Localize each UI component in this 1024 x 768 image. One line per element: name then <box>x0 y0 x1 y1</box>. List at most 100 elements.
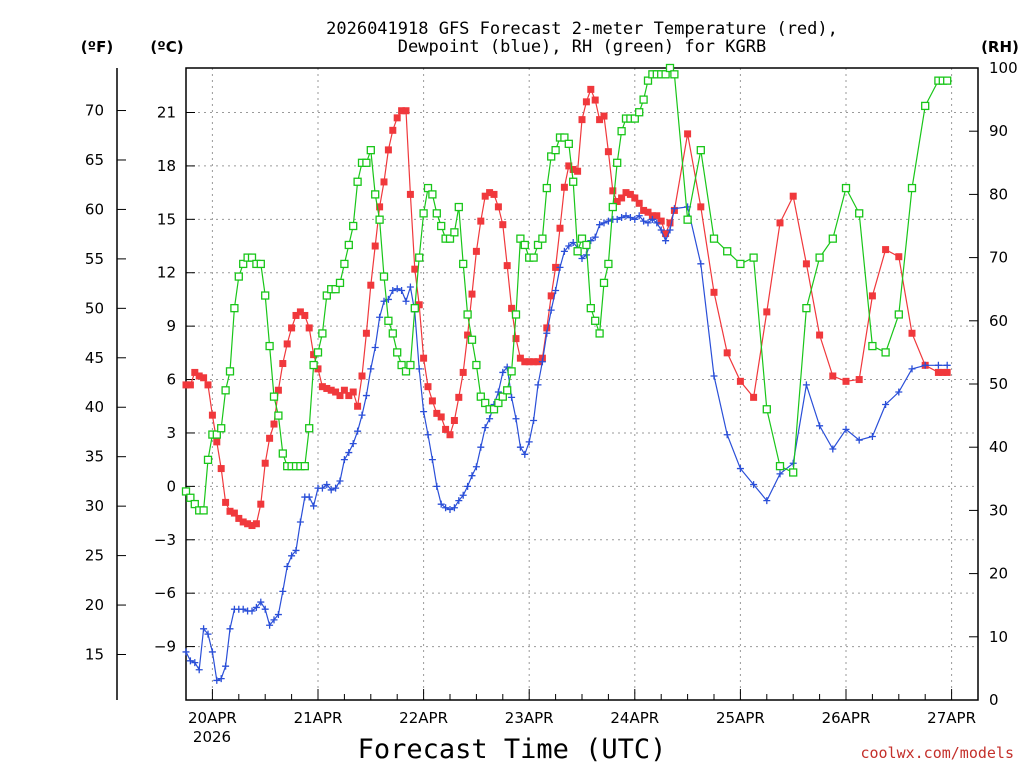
data-point-temperature <box>736 377 744 385</box>
data-point-relative-humidity <box>789 468 798 477</box>
data-point-temperature <box>908 329 916 337</box>
data-point-relative-humidity <box>586 304 595 313</box>
y-tick-label-celsius: 9 <box>166 317 176 335</box>
data-point-dewpoint <box>622 212 630 220</box>
data-point-relative-humidity <box>300 462 309 471</box>
data-point-relative-humidity <box>423 183 433 193</box>
data-point-temperature <box>270 420 278 428</box>
data-point-relative-humidity <box>371 190 380 199</box>
data-point-relative-humidity <box>313 348 323 357</box>
credit-link[interactable]: coolwx.com/models <box>860 744 1014 762</box>
data-point-temperature <box>750 393 758 401</box>
data-point-dewpoint <box>204 630 212 638</box>
data-point-temperature <box>829 372 837 380</box>
data-point-temperature <box>591 96 599 104</box>
data-point-relative-humidity <box>577 234 587 243</box>
data-point-relative-humidity <box>564 139 573 148</box>
data-point-dewpoint <box>657 226 665 234</box>
data-point-dewpoint <box>895 388 903 396</box>
data-point-dewpoint <box>552 287 560 295</box>
y-tick-label-celsius: 21 <box>157 104 176 122</box>
data-point-temperature <box>204 381 212 389</box>
data-point-temperature <box>547 292 555 300</box>
data-point-temperature <box>340 386 348 394</box>
data-point-dewpoint <box>486 415 494 423</box>
x-axis-year-label: 2026 <box>193 728 231 746</box>
data-point-temperature <box>252 520 260 528</box>
data-point-relative-humidity <box>533 240 543 250</box>
data-point-dewpoint <box>600 219 608 227</box>
data-point-dewpoint <box>358 411 366 419</box>
data-point-relative-humidity <box>573 247 582 256</box>
data-point-dewpoint <box>226 625 234 633</box>
data-point-temperature <box>283 340 291 348</box>
data-point-dewpoint <box>481 424 489 432</box>
data-point-temperature <box>763 308 771 316</box>
y-tick-label-fahrenheit: 70 <box>85 102 104 120</box>
data-point-temperature <box>508 304 516 312</box>
data-point-relative-humidity <box>212 430 221 439</box>
y-tick-label-rh: 50 <box>989 375 1008 393</box>
data-point-dewpoint <box>697 260 705 268</box>
data-point-temperature <box>776 219 784 227</box>
data-point-dewpoint <box>389 287 397 295</box>
y-tick-label-rh: 40 <box>989 438 1008 456</box>
data-point-relative-humidity <box>261 291 270 300</box>
data-point-dewpoint <box>626 214 634 222</box>
data-point-dewpoint <box>763 497 771 505</box>
data-point-relative-humidity <box>665 63 675 73</box>
data-point-temperature <box>521 358 529 366</box>
data-point-temperature <box>556 224 564 232</box>
data-point-temperature <box>367 281 375 289</box>
data-point-temperature <box>855 376 863 384</box>
data-point-dewpoint <box>750 481 758 489</box>
data-point-relative-humidity <box>318 329 327 338</box>
y-tick-label-fahrenheit: 15 <box>85 646 104 664</box>
data-point-temperature <box>200 374 208 382</box>
data-point-temperature <box>217 465 225 473</box>
data-point-relative-humidity <box>547 152 556 161</box>
data-point-relative-humidity <box>921 101 930 111</box>
y-axis-rh-label: (RH) <box>981 38 1019 56</box>
y-tick-label-celsius: −9 <box>154 638 176 656</box>
data-point-dewpoint <box>666 226 674 234</box>
chart-title-line2: Dewpoint (blue), RH (green) for KGRB <box>398 37 766 57</box>
y-tick-label-celsius: 3 <box>166 424 176 442</box>
data-point-dewpoint <box>618 214 626 222</box>
data-point-dewpoint <box>398 287 406 295</box>
data-point-dewpoint <box>604 217 612 225</box>
data-point-dewpoint <box>776 470 784 478</box>
y-tick-label-fahrenheit: 30 <box>85 497 104 515</box>
data-point-relative-humidity <box>256 259 265 269</box>
data-point-dewpoint <box>415 365 423 373</box>
data-point-temperature <box>389 126 397 134</box>
data-series <box>181 63 952 684</box>
data-point-temperature <box>455 393 463 401</box>
data-point-dewpoint <box>538 358 546 366</box>
data-point-dewpoint <box>257 598 265 606</box>
data-point-dewpoint <box>424 431 432 439</box>
data-point-temperature <box>604 148 612 156</box>
data-point-dewpoint <box>736 465 744 473</box>
data-point-dewpoint <box>525 438 533 446</box>
data-point-relative-humidity <box>635 108 644 117</box>
data-point-temperature <box>230 509 238 517</box>
data-point-relative-humidity <box>415 253 424 262</box>
data-point-dewpoint <box>222 662 230 670</box>
data-point-relative-humidity <box>428 190 437 199</box>
data-point-dewpoint <box>349 440 357 448</box>
data-point-temperature <box>349 388 357 396</box>
data-point-temperature <box>596 116 604 124</box>
data-point-relative-humidity <box>516 234 525 243</box>
y-tick-label-rh: 30 <box>989 501 1008 519</box>
x-tick-label: 27APR <box>927 709 976 727</box>
data-point-temperature <box>274 386 282 394</box>
data-point-temperature <box>186 381 194 389</box>
data-point-dewpoint <box>477 443 485 451</box>
data-point-dewpoint <box>587 237 595 245</box>
data-point-temperature <box>362 329 370 337</box>
y-tick-label-rh: 20 <box>989 565 1008 583</box>
data-point-relative-humidity <box>520 240 529 250</box>
series-temperature <box>182 85 951 530</box>
